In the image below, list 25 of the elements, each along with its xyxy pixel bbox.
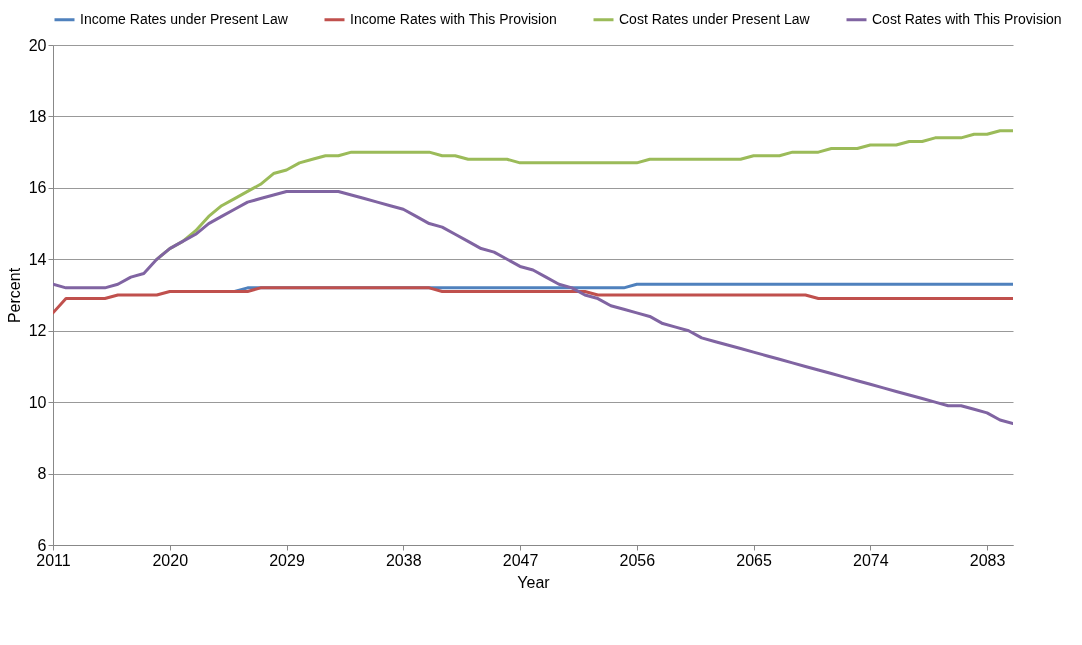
legend-label: Cost Rates with This Provision	[872, 10, 1062, 27]
y-tick-label: 10	[28, 393, 47, 411]
legend-label: Income Rates with This Provision	[350, 10, 557, 27]
legend-label: Income Rates under Present Law	[80, 10, 289, 27]
line-series	[53, 189, 1013, 426]
y-tick-label: 18	[28, 107, 47, 125]
legend-label: Cost Rates under Present Law	[619, 10, 811, 27]
y-tick-label: 14	[28, 250, 47, 268]
x-tick-label: 2038	[385, 551, 422, 569]
x-tick-label: 2056	[619, 551, 656, 569]
x-tick-label: 2020	[152, 551, 189, 569]
x-tick-label: 2011	[36, 551, 71, 569]
y-tick-label: 6	[37, 536, 47, 554]
x-tick-label: 2065	[736, 551, 772, 569]
line-series	[53, 286, 1013, 315]
x-tick-label: 2029	[269, 551, 305, 569]
x-axis-title: Year	[517, 573, 551, 591]
x-tick-label: 2047	[502, 551, 539, 569]
y-tick-label: 16	[28, 179, 47, 197]
y-axis-title: Percent	[5, 267, 23, 324]
y-tick-label: 8	[37, 465, 47, 483]
y-tick-label: 20	[28, 36, 47, 54]
x-tick-label: 2083	[969, 551, 1006, 569]
y-tick-label: 12	[28, 322, 47, 340]
x-tick-label: 2074	[853, 551, 889, 569]
